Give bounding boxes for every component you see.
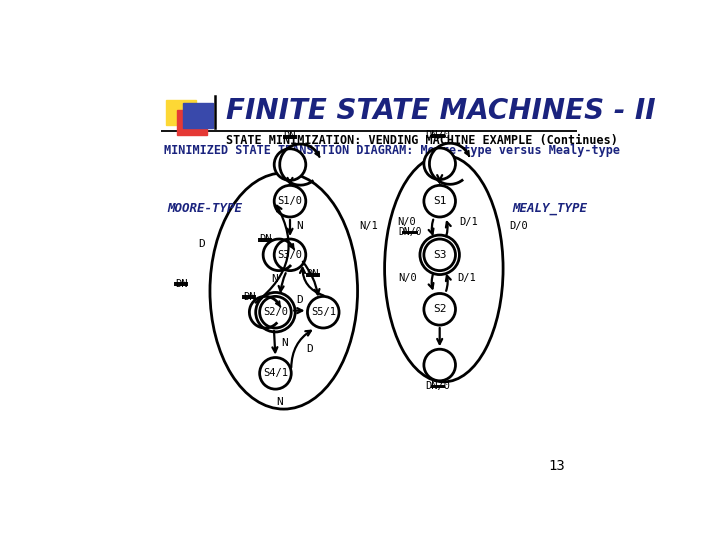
Text: S1/0: S1/0 [277,196,302,206]
Text: MEALY_TYPE: MEALY_TYPE [513,202,588,215]
Circle shape [274,149,306,180]
Bar [177,110,207,136]
Circle shape [424,185,456,217]
Text: DN: DN [258,234,271,245]
Text: D: D [296,295,302,305]
Circle shape [307,296,339,328]
Text: DN/0: DN/0 [426,131,451,140]
Circle shape [260,357,292,389]
Text: STATE MINIMIZATION: VENDING MACHINE EXAMPLE (Continues): STATE MINIMIZATION: VENDING MACHINE EXAM… [225,134,618,147]
Text: S4/1: S4/1 [263,368,288,379]
Text: N: N [282,338,288,348]
Circle shape [424,349,456,381]
Text: DN: DN [243,292,256,302]
Circle shape [424,148,456,180]
Text: S2/0: S2/0 [263,307,288,317]
Text: MINIMIZED STATE TRANSITION DIAGRAM: Moore-type versus Mealy-type: MINIMIZED STATE TRANSITION DIAGRAM: Moor… [164,144,621,157]
Text: S2: S2 [433,305,446,314]
Text: D/1: D/1 [459,217,478,227]
Text: MOORE-TYPE: MOORE-TYPE [167,202,243,215]
Text: S1: S1 [433,196,446,206]
Bar [183,103,212,128]
Circle shape [274,185,306,217]
Circle shape [424,294,456,325]
Text: D/0: D/0 [509,221,528,231]
Text: DN: DN [307,269,319,279]
Text: FINITE STATE MACHINES - II: FINITE STATE MACHINES - II [225,97,655,125]
Text: 13: 13 [549,459,565,473]
Text: S3/0: S3/0 [277,250,302,260]
Text: DN: DN [284,131,296,141]
Text: DN/0: DN/0 [398,227,421,237]
Text: DN: DN [175,279,187,288]
Text: N/0: N/0 [397,217,415,227]
Circle shape [424,239,456,271]
Text: S5/1: S5/1 [311,307,336,317]
Text: S3: S3 [433,250,446,260]
Text: N: N [276,397,283,408]
Bar [166,100,196,125]
Text: D: D [199,239,205,249]
Text: DN/0: DN/0 [426,381,451,391]
Text: N/1: N/1 [359,221,379,231]
Circle shape [274,239,306,271]
Text: D/1: D/1 [457,273,476,283]
Circle shape [260,296,292,328]
Text: N/0: N/0 [398,273,417,283]
Text: D: D [307,344,313,354]
Text: N: N [297,221,303,231]
Text: N: N [271,274,279,285]
